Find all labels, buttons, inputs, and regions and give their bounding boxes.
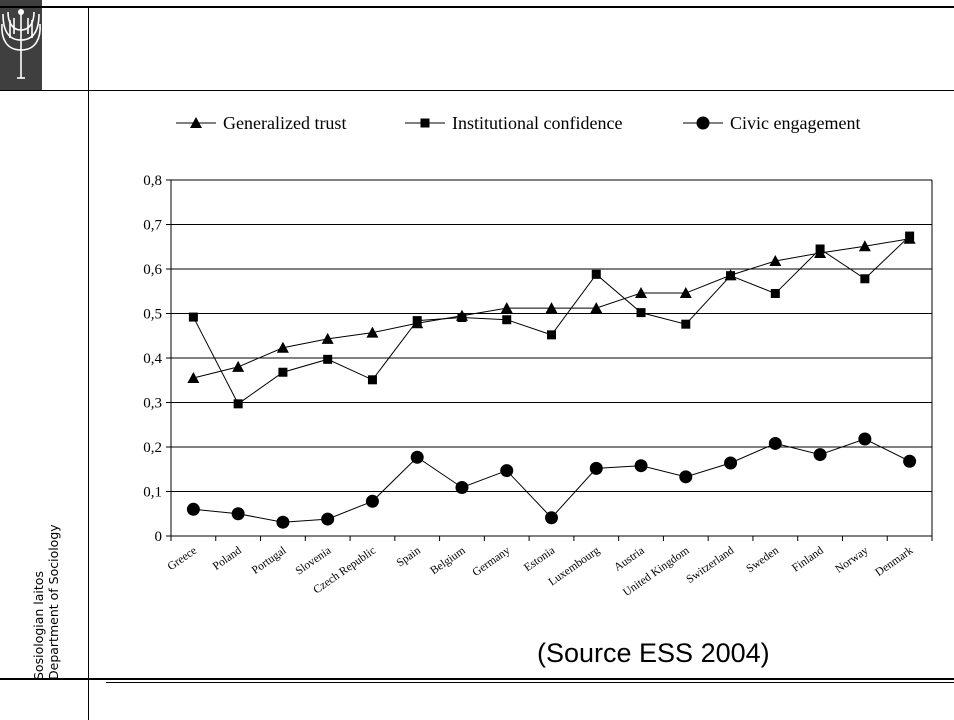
y-tick-label: 0,7 [143,218,162,234]
data-point-civic-engagement [634,459,648,473]
data-point-institutional-confidence [412,316,422,326]
series-line-civic-engagement [193,438,910,523]
source-note: (Source ESS 2004) [537,638,770,668]
y-tick-label: 0,4 [143,351,162,367]
data-point-institutional-confidence [726,271,736,281]
legend-label-generalized-trust: Generalized trust [223,113,346,133]
legend-marker-civic-engagement [696,116,710,130]
y-tick-label: 0,2 [143,440,162,456]
top-rule [0,6,954,8]
legend-label-civic-engagement: Civic engagement [730,113,860,133]
data-point-institutional-confidence [860,274,870,284]
data-point-generalized-trust [769,254,782,266]
phoenix-logo-icon [1,9,41,79]
data-point-civic-engagement [813,448,827,462]
data-point-civic-engagement [321,512,335,526]
data-point-generalized-trust [232,360,245,372]
data-point-civic-engagement [724,456,738,470]
series-line-institutional-confidence [192,235,910,405]
y-tick-label: 0 [155,529,163,545]
data-point-generalized-trust [679,287,692,299]
data-point-civic-engagement [768,436,782,450]
university-logo [0,0,42,90]
x-category-label: Portugal [250,545,289,577]
data-point-civic-engagement [276,515,290,529]
x-category-label: Belgium [428,545,467,578]
data-point-generalized-trust [635,287,648,299]
x-category-label: Estonia [522,545,557,575]
header-rule [0,90,954,91]
x-category-label: Poland [211,544,244,572]
data-point-generalized-trust [500,302,513,314]
data-point-civic-engagement [903,454,917,468]
x-category-label: Austria [612,545,647,574]
y-tick-label: 0,6 [143,262,162,278]
data-point-institutional-confidence [323,354,333,364]
data-point-generalized-trust [366,326,379,338]
data-point-institutional-confidence [905,231,915,241]
data-point-generalized-trust [187,372,200,384]
x-category-label: Denmark [873,544,915,579]
data-point-civic-engagement [589,461,603,475]
x-category-label: Switzerland [684,544,736,585]
data-point-civic-engagement [410,450,424,464]
y-tick-label: 0,3 [143,396,162,412]
data-point-institutional-confidence [547,330,556,340]
y-tick-label: 0,5 [143,307,162,323]
data-point-institutional-confidence [188,312,198,322]
sidebar-divider [88,8,89,720]
data-point-institutional-confidence [815,244,825,254]
x-category-label: Sweden [744,544,781,575]
legend-marker-institutional-confidence [420,118,430,128]
data-point-generalized-trust [545,302,558,314]
data-point-institutional-confidence [770,288,780,298]
x-category-label: Finland [790,544,826,574]
x-category-label: Greece [166,545,200,574]
data-point-institutional-confidence [681,319,691,329]
x-category-label: Germany [471,544,513,579]
x-category-label: Slovenia [294,545,334,578]
x-category-label: Spain [395,544,424,569]
x-category-label: Norway [833,544,870,575]
legend-label-institutional-confidence: Institutional confidence [452,113,622,133]
data-point-civic-engagement [500,464,514,478]
data-point-institutional-confidence [233,399,243,409]
data-point-institutional-confidence [636,308,646,318]
x-category-label: Luxembourg [547,544,603,588]
data-point-institutional-confidence [367,375,377,385]
data-point-civic-engagement [455,480,469,494]
data-point-institutional-confidence [278,367,288,377]
legend-marker-generalized-trust [190,117,202,128]
data-point-civic-engagement [231,507,245,521]
data-point-generalized-trust [858,240,871,252]
data-point-institutional-confidence [457,313,467,323]
data-point-institutional-confidence [591,269,601,279]
data-point-generalized-trust [590,302,603,314]
data-point-civic-engagement [545,511,558,525]
data-point-institutional-confidence [502,315,512,325]
data-point-generalized-trust [276,341,289,353]
data-point-civic-engagement [858,432,872,446]
footer-inner-rule [106,682,954,683]
footer-rule [0,678,954,680]
data-point-civic-engagement [679,470,693,484]
y-tick-label: 0,8 [143,173,162,189]
data-point-civic-engagement [186,502,200,516]
data-point-civic-engagement [365,494,379,508]
data-point-generalized-trust [321,332,334,344]
y-tick-label: 0,1 [143,485,162,501]
